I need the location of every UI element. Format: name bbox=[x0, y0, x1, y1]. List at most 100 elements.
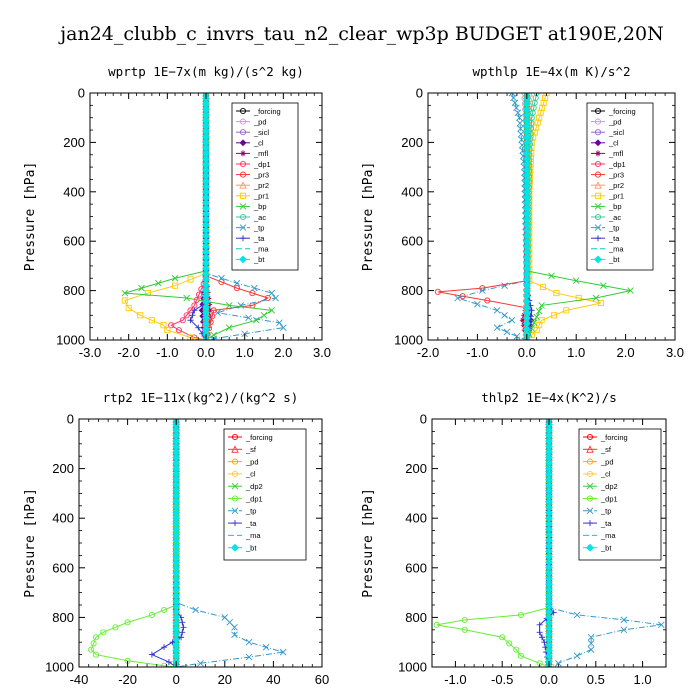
series-group bbox=[88, 419, 287, 667]
legend-marker bbox=[586, 495, 594, 502]
data-point bbox=[175, 327, 182, 334]
data-point bbox=[517, 130, 525, 138]
data-point bbox=[461, 616, 468, 623]
data-point bbox=[171, 274, 179, 282]
y-tick-label: 200 bbox=[52, 461, 74, 476]
data-point bbox=[479, 287, 486, 294]
data-point bbox=[241, 330, 248, 338]
y-axis-label: Pressure [hPa] bbox=[23, 162, 38, 272]
legend-label: _dp1 bbox=[608, 160, 626, 169]
legend-label: _ac bbox=[608, 213, 621, 222]
legend-entry: _forcing bbox=[591, 107, 636, 116]
legend-label: _pr2 bbox=[608, 181, 624, 190]
legend-label: _pd bbox=[245, 457, 259, 466]
legend-label: _pd bbox=[600, 457, 614, 466]
data-point bbox=[517, 652, 524, 659]
legend-label: _sicl bbox=[253, 128, 269, 137]
series-group bbox=[434, 93, 634, 340]
x-tick-label: 0.0 bbox=[540, 672, 558, 687]
legend-label: _forcing bbox=[253, 107, 281, 116]
series-line bbox=[455, 93, 528, 340]
data-point bbox=[503, 328, 511, 336]
legend-label: _cl bbox=[608, 139, 619, 148]
series-group bbox=[433, 419, 665, 667]
legend-marker bbox=[231, 543, 239, 552]
data-point bbox=[514, 109, 522, 117]
series-bt bbox=[545, 419, 553, 667]
data-point bbox=[454, 294, 461, 302]
y-tick-label: 800 bbox=[63, 283, 85, 298]
legend-box bbox=[586, 102, 654, 271]
legend-marker bbox=[232, 520, 238, 527]
y-axis-label: Pressure [hPa] bbox=[23, 488, 38, 598]
data-point bbox=[209, 313, 216, 320]
data-point bbox=[172, 663, 180, 667]
x-tick-label: 40 bbox=[266, 672, 280, 687]
data-point bbox=[245, 653, 253, 661]
panel-4: thlp2 1E−4x(K^2)/s Pressure [hPa] -1.0 -0.5… bbox=[361, 390, 667, 687]
data-point bbox=[474, 300, 481, 308]
legend-entry: _ma bbox=[236, 245, 269, 254]
data-point bbox=[513, 332, 521, 340]
data-point bbox=[187, 334, 194, 340]
data-point bbox=[183, 312, 190, 319]
data-point bbox=[530, 319, 538, 327]
y-tick-label: 1000 bbox=[398, 660, 427, 675]
y-tick-label: 0 bbox=[420, 412, 427, 427]
legend-label: _ma bbox=[245, 531, 261, 540]
x-tick-label: 0 bbox=[173, 672, 180, 687]
data-point bbox=[92, 634, 100, 641]
legend-label: _dp2 bbox=[245, 482, 263, 491]
legend-marker bbox=[594, 107, 602, 115]
data-point bbox=[499, 634, 506, 641]
legend-label: _sf bbox=[600, 445, 612, 454]
data-point bbox=[214, 309, 221, 317]
panel-3: rtp2 1E−11x(kg^2)/(kg^2 s) Pressure [hPa]… bbox=[23, 390, 329, 687]
legend-entry: _sf bbox=[583, 445, 612, 454]
legend-entry: _forcing bbox=[583, 433, 628, 442]
legend-entry: _dp2 bbox=[228, 482, 263, 491]
x-tick-label: -2.0 bbox=[117, 345, 139, 360]
legend-entry: _bt bbox=[228, 544, 257, 553]
data-point bbox=[620, 626, 628, 634]
y-tick-label: 800 bbox=[52, 610, 74, 625]
legend-label: _bp bbox=[253, 202, 267, 211]
legend-marker bbox=[594, 181, 602, 189]
legend-entry: _bp bbox=[591, 202, 622, 211]
series-line bbox=[548, 419, 662, 667]
legend-label: _cl bbox=[253, 139, 264, 148]
data-point bbox=[545, 419, 553, 423]
data-point bbox=[587, 633, 595, 641]
legend-label: _mfl bbox=[608, 149, 624, 158]
panels: wprtp 1E−7x(m kg)/(s^2 kg) Pressure [hPa]… bbox=[23, 64, 684, 687]
legend-label: _tp bbox=[253, 223, 264, 232]
legend-marker bbox=[239, 213, 247, 221]
legend-marker bbox=[240, 150, 246, 157]
data-point bbox=[510, 94, 517, 102]
legend-label: _bp bbox=[608, 202, 622, 211]
x-tick-label: 0.0 bbox=[197, 345, 215, 360]
data-point bbox=[279, 648, 287, 656]
legend-label: _dp1 bbox=[245, 494, 263, 503]
legend-entry: _pd bbox=[236, 117, 267, 126]
y-tick-label: 600 bbox=[52, 560, 74, 575]
legend-label: _forcing bbox=[600, 433, 628, 442]
legend-label: _pr3 bbox=[608, 170, 624, 179]
data-point bbox=[501, 311, 508, 319]
data-point bbox=[148, 611, 155, 618]
data-point bbox=[573, 652, 581, 660]
legend-label: _bt bbox=[600, 544, 612, 553]
legend-entry: _tp bbox=[236, 223, 264, 232]
data-point bbox=[620, 616, 628, 624]
data-point bbox=[90, 640, 97, 647]
data-point bbox=[251, 284, 258, 292]
data-point bbox=[148, 651, 155, 658]
x-tick-label: 3.0 bbox=[313, 345, 331, 360]
data-point bbox=[148, 317, 155, 324]
legend-marker bbox=[239, 192, 247, 199]
data-point bbox=[138, 284, 145, 292]
y-tick-label: 400 bbox=[401, 184, 423, 199]
legend-marker bbox=[231, 458, 239, 465]
x-tick-label: 2.0 bbox=[617, 345, 635, 360]
data-point bbox=[164, 327, 171, 334]
